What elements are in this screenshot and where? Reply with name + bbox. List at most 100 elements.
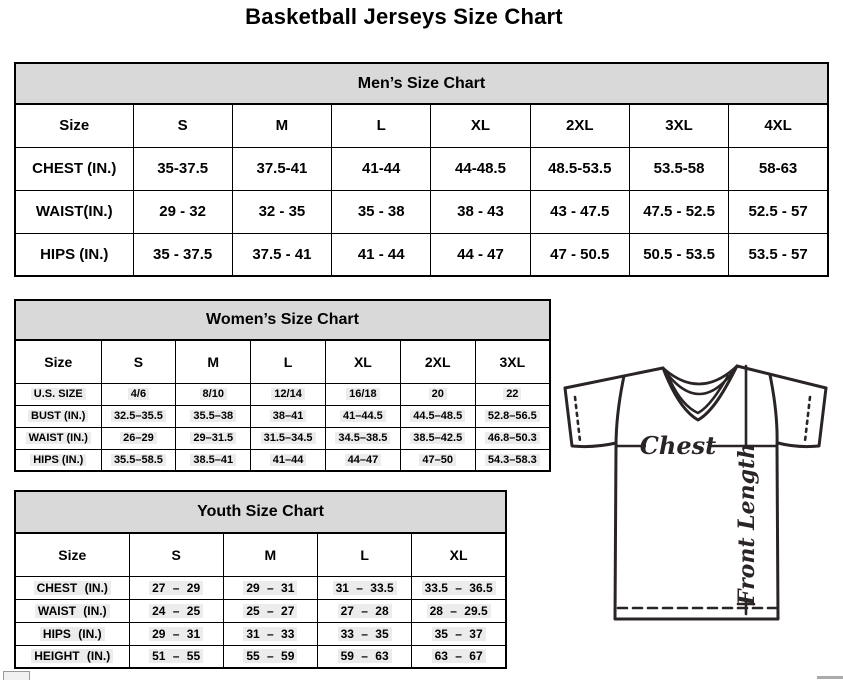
bottom-right-edge-fragment (817, 676, 843, 679)
cell-text: 34.5–38.5 (335, 432, 391, 444)
cell-text: 48.5-53.5 (548, 160, 612, 177)
measurement-value-cell: 47.5 - 52.5 (628, 189, 730, 234)
measurement-value-cell: 31 – 33.5 (316, 575, 413, 600)
size-header-cell: S (128, 532, 224, 577)
size-header-cell: 4XL (728, 103, 829, 148)
measurement-row-label: HEIGHT (IN.) (14, 644, 130, 669)
cell-text: 26–29 (120, 432, 157, 444)
mens-chart-title: Men’s Size Chart (14, 62, 829, 105)
cell-text: 2XL (566, 117, 594, 135)
measurement-value-cell: 47 - 50.5 (529, 232, 630, 277)
size-header-cell: M (231, 103, 333, 148)
measurement-value-cell: 32 - 35 (231, 189, 333, 234)
measurement-value-cell: 44-48.5 (430, 146, 531, 191)
jersey-collar-back-curve (661, 364, 739, 386)
table-row: WAIST (IN.) 26–29 29–31.5 31.5–34.5 34.5–38.… (14, 426, 551, 450)
size-header-cell: 2XL (529, 103, 630, 148)
cell-text: M (207, 353, 220, 370)
cell-text: 22 (503, 388, 522, 400)
cell-text: XL (449, 546, 468, 563)
cell-text: 35 - 38 (357, 203, 405, 220)
cell-text: 12/14 (271, 388, 305, 400)
cell-text: 32.5–35.5 (110, 410, 166, 422)
measurement-row-label: WAIST(IN.) (14, 189, 134, 234)
measurement-value-cell: 41–44.5 (324, 404, 401, 428)
cell-text: 53.5 - 57 (748, 245, 808, 263)
cell-text: M (275, 117, 289, 135)
measurement-row-label: HIPS (IN.) (14, 232, 134, 277)
table-row: CHEST (IN.) 27 – 29 29 – 31 31 – 33.5 33.5 –… (14, 575, 507, 600)
cell-text: M (264, 546, 277, 563)
measurement-row-label: BUST (IN.) (14, 404, 102, 428)
cell-text: 8/10 (199, 388, 227, 400)
measurement-value-cell: 41-44 (331, 146, 432, 191)
measurement-value-cell: 44 - 47 (430, 232, 531, 277)
measurement-value-cell: 52.8–56.5 (474, 404, 551, 428)
measurement-value-cell: 35 - 38 (331, 189, 432, 234)
cell-text: 2XL (424, 353, 451, 370)
cell-text: 31 – 33 (243, 626, 298, 641)
measurement-value-cell: 51 – 55 (128, 644, 224, 669)
cell-text: 51 – 55 (149, 649, 204, 664)
cell-text: 52.8–56.5 (484, 410, 540, 422)
mens-size-chart-table: Men’s Size Chart Size S M L XL 2XL 3XL 4XL CHEST… (14, 62, 829, 277)
measurement-value-cell: 31.5–34.5 (250, 426, 326, 450)
bottom-left-edge-fragment (3, 671, 30, 680)
measurement-value-cell: 29 - 32 (132, 189, 233, 234)
measurement-row-label: HIPS (IN.) (14, 448, 102, 472)
table-header-row: Youth Size Chart (14, 490, 507, 534)
jersey-left-shoulder (563, 366, 665, 390)
cell-text: 38 - 43 (457, 203, 504, 220)
measurement-value-cell: 35 – 37 (411, 621, 507, 646)
measurement-value-cell: 32.5–35.5 (100, 404, 177, 428)
cell-text: 33 – 35 (337, 626, 392, 641)
size-header-cell: 3XL (628, 103, 730, 148)
measurement-value-cell: 48.5-53.5 (529, 146, 630, 191)
cell-text: 38.5–41 (190, 453, 237, 466)
cell-text: 4/6 (127, 388, 150, 400)
measurement-value-cell: 52.5 - 57 (728, 189, 829, 234)
cell-text: 37.5 - 41 (252, 245, 312, 263)
measurement-value-cell: 63 – 67 (411, 644, 507, 669)
measurement-value-cell: 25 – 27 (222, 598, 319, 623)
cell-text: 31.5–34.5 (260, 432, 316, 444)
cell-text: 47–50 (419, 453, 457, 466)
youth-size-chart-table: Youth Size Chart Size S M L XL CHEST (IN.) 27 … (14, 490, 507, 669)
size-header-cell: XL (430, 103, 531, 148)
measurement-value-cell: 38 - 43 (430, 189, 531, 234)
jersey-vneck-inner (667, 374, 730, 415)
cell-text: WAIST(IN.) (35, 203, 113, 220)
cell-text: 29 - 32 (159, 203, 206, 220)
measurement-value-cell: 34.5–38.5 (324, 426, 401, 450)
cell-text: 44 - 47 (457, 245, 504, 263)
table-row: HIPS (IN.) 35.5–58.5 38.5–41 41–44 44–47 47–5… (14, 448, 551, 472)
cell-text: 47.5 - 52.5 (643, 203, 715, 220)
table-row: HIPS (IN.) 35 - 37.5 37.5 - 41 41 - 44 44 - … (14, 232, 829, 277)
measurement-value-cell: 33 – 35 (316, 621, 413, 646)
cell-text: 50.5 - 53.5 (643, 245, 715, 263)
cell-text: 46.8–50.3 (484, 432, 540, 444)
table-row: HIPS (IN.) 29 – 31 31 – 33 33 – 35 35 – 37 (14, 621, 507, 646)
measurement-row-label: CHEST (IN.) (14, 575, 130, 600)
table-row: WAIST(IN.) 29 - 32 32 - 35 35 - 38 38 - 43 43… (14, 189, 829, 234)
cell-text: 38.5–42.5 (410, 432, 466, 444)
cell-text: 35.5–38 (190, 410, 237, 422)
cell-text: 24 – 25 (149, 603, 204, 618)
cell-text: 29–31.5 (190, 432, 237, 444)
measurement-value-cell: 41 - 44 (331, 232, 432, 277)
jersey-right-shoulder (735, 364, 828, 390)
cell-text: 41 - 44 (357, 245, 405, 263)
table-row: HEIGHT (IN.) 51 – 55 55 – 59 59 – 63 63 – 67 (14, 644, 507, 669)
size-header-cell: L (250, 339, 326, 384)
measurement-value-cell: 54.3–58.3 (474, 448, 551, 472)
size-header-cell: L (316, 532, 413, 577)
cell-text: 55 – 59 (243, 649, 298, 664)
measurement-value-cell: 38.5–41 (175, 448, 252, 472)
cell-text: S (171, 546, 181, 563)
page-title: Basketball Jerseys Size Chart (245, 4, 563, 29)
right-sleeve-stitch-dashes (803, 395, 812, 443)
measurement-value-cell: 37.5-41 (231, 146, 333, 191)
measurement-value-cell: 31 – 33 (222, 621, 319, 646)
table-row: CHEST (IN.) 35-37.5 37.5-41 41-44 44-48.5 48.… (14, 146, 829, 191)
cell-text: L (360, 546, 369, 563)
